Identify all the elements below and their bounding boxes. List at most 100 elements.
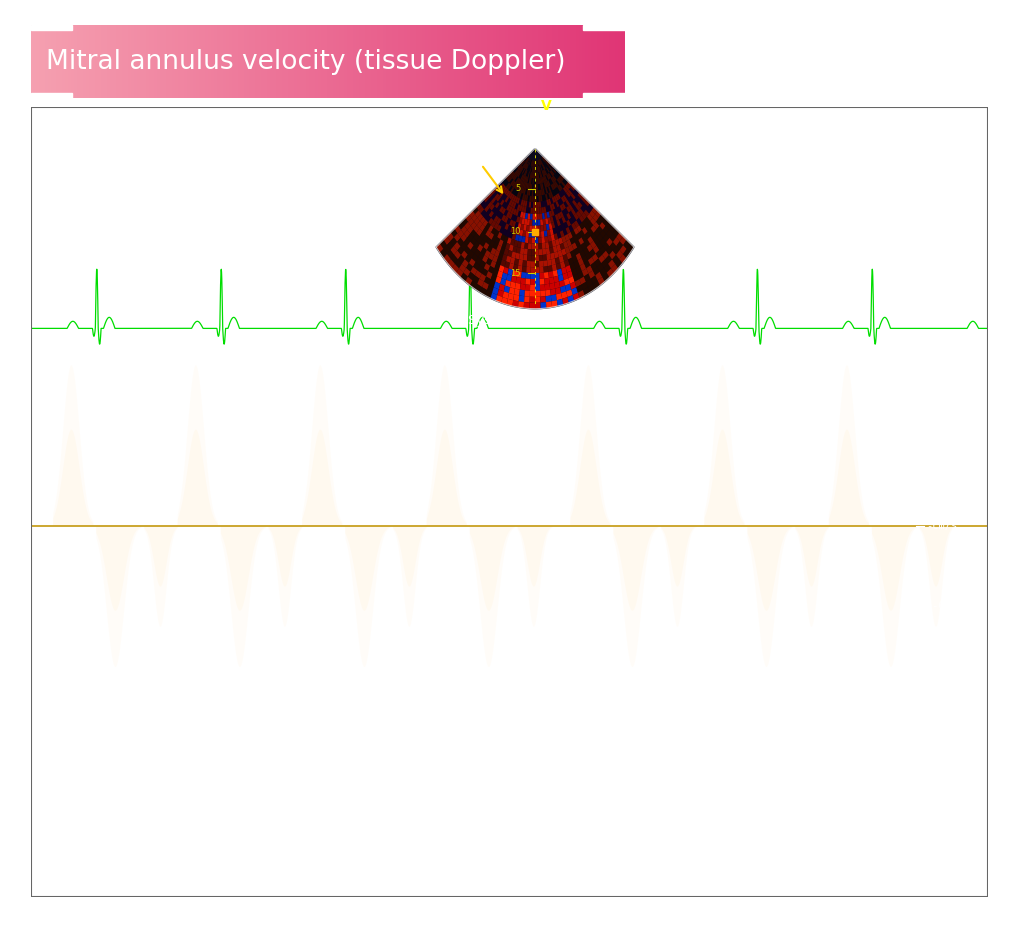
Polygon shape (544, 170, 546, 176)
Polygon shape (603, 226, 609, 234)
Polygon shape (523, 194, 526, 201)
Polygon shape (505, 223, 509, 231)
Polygon shape (540, 278, 545, 285)
Polygon shape (545, 168, 548, 174)
Polygon shape (584, 248, 590, 255)
Polygon shape (519, 290, 525, 296)
Polygon shape (602, 218, 608, 226)
Polygon shape (597, 226, 603, 234)
Polygon shape (469, 211, 475, 218)
Polygon shape (549, 277, 554, 284)
Polygon shape (534, 184, 535, 191)
Bar (443, 25, 446, 98)
Polygon shape (471, 246, 477, 254)
Polygon shape (616, 250, 623, 259)
Polygon shape (494, 216, 499, 222)
Polygon shape (488, 218, 494, 225)
Polygon shape (522, 200, 525, 206)
Polygon shape (567, 271, 573, 278)
Polygon shape (527, 255, 531, 262)
Polygon shape (512, 181, 516, 187)
Bar (48, 25, 51, 98)
Bar (90, 25, 93, 98)
Polygon shape (507, 299, 513, 306)
Bar (432, 25, 434, 98)
Polygon shape (469, 259, 475, 267)
Polygon shape (485, 215, 492, 222)
Bar (203, 25, 206, 98)
Polygon shape (461, 273, 468, 282)
Polygon shape (520, 160, 524, 164)
Polygon shape (500, 199, 505, 206)
Polygon shape (543, 163, 546, 168)
Polygon shape (573, 220, 580, 228)
Polygon shape (486, 208, 492, 215)
Bar (497, 25, 500, 98)
Polygon shape (532, 178, 534, 184)
Bar (490, 25, 494, 98)
Bar (54, 25, 57, 98)
Polygon shape (507, 198, 511, 205)
Polygon shape (586, 278, 593, 287)
Polygon shape (524, 163, 527, 168)
Polygon shape (590, 218, 596, 225)
Polygon shape (563, 241, 568, 248)
Polygon shape (583, 287, 590, 295)
Polygon shape (539, 160, 541, 165)
Polygon shape (563, 221, 568, 229)
Polygon shape (559, 211, 564, 218)
Polygon shape (550, 171, 554, 177)
Polygon shape (517, 211, 521, 218)
Polygon shape (525, 158, 529, 163)
Polygon shape (526, 159, 529, 163)
Polygon shape (542, 177, 544, 183)
Polygon shape (487, 202, 493, 208)
Polygon shape (572, 292, 580, 301)
Polygon shape (556, 245, 561, 251)
Bar (286, 25, 289, 98)
Polygon shape (570, 230, 577, 237)
Polygon shape (571, 222, 577, 230)
Polygon shape (585, 224, 591, 232)
Polygon shape (564, 215, 568, 221)
Polygon shape (552, 204, 555, 210)
Polygon shape (528, 243, 531, 249)
Polygon shape (464, 230, 470, 238)
Polygon shape (490, 248, 497, 255)
Bar (372, 25, 375, 98)
Polygon shape (526, 164, 529, 171)
Polygon shape (534, 196, 535, 202)
Polygon shape (493, 287, 499, 295)
Polygon shape (550, 185, 553, 191)
Polygon shape (546, 175, 549, 181)
Polygon shape (547, 200, 550, 205)
Polygon shape (509, 262, 514, 270)
Polygon shape (478, 206, 484, 214)
Polygon shape (535, 249, 539, 255)
Bar (99, 25, 102, 98)
Polygon shape (545, 218, 549, 224)
Polygon shape (451, 229, 458, 237)
Polygon shape (454, 234, 461, 242)
Polygon shape (477, 278, 484, 287)
Polygon shape (522, 163, 526, 167)
Bar (393, 25, 396, 98)
Bar (256, 25, 259, 98)
Polygon shape (541, 164, 544, 171)
Bar (340, 25, 342, 98)
Polygon shape (582, 219, 588, 227)
Polygon shape (544, 176, 546, 182)
Polygon shape (544, 163, 547, 168)
Polygon shape (458, 230, 464, 238)
Polygon shape (531, 166, 534, 173)
Polygon shape (544, 206, 547, 213)
Polygon shape (529, 303, 535, 308)
Polygon shape (522, 194, 525, 200)
Polygon shape (518, 260, 523, 266)
Polygon shape (534, 191, 535, 196)
Polygon shape (559, 280, 565, 288)
Polygon shape (535, 285, 540, 290)
Polygon shape (518, 199, 522, 205)
Polygon shape (502, 201, 507, 208)
Polygon shape (566, 219, 571, 227)
